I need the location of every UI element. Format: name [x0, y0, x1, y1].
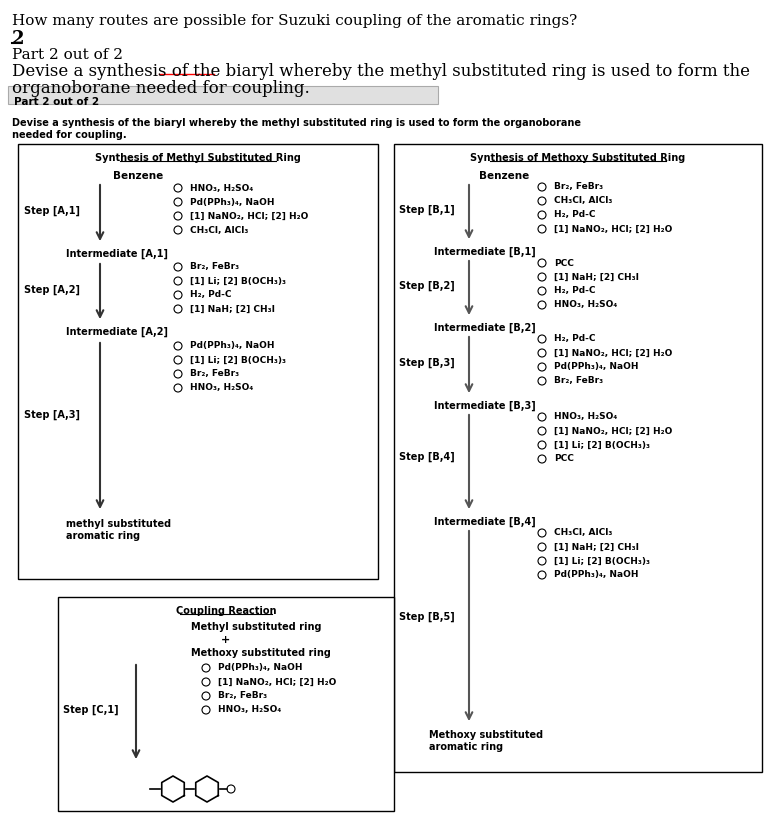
- Text: CH₃Cl, AlCl₃: CH₃Cl, AlCl₃: [554, 197, 612, 206]
- Text: Step [B,3]: Step [B,3]: [399, 357, 455, 368]
- Text: [1] NaNO₂, HCl; [2] H₂O: [1] NaNO₂, HCl; [2] H₂O: [218, 676, 336, 686]
- Text: H₂, Pd-C: H₂, Pd-C: [554, 334, 595, 343]
- Text: Intermediate [A,1]: Intermediate [A,1]: [66, 249, 168, 259]
- Text: H₂, Pd-C: H₂, Pd-C: [554, 286, 595, 295]
- Text: Step [B,4]: Step [B,4]: [399, 451, 455, 462]
- Text: Pd(PPh₃)₄, NaOH: Pd(PPh₃)₄, NaOH: [218, 663, 303, 672]
- Text: [1] NaNO₂, HCl; [2] H₂O: [1] NaNO₂, HCl; [2] H₂O: [554, 426, 672, 435]
- Text: Br₂, FeBr₃: Br₂, FeBr₃: [190, 262, 239, 271]
- Text: How many routes are possible for Suzuki coupling of the aromatic rings?: How many routes are possible for Suzuki …: [12, 14, 578, 28]
- Text: Methyl substituted ring: Methyl substituted ring: [191, 622, 322, 631]
- Text: Part 2 out of 2: Part 2 out of 2: [14, 97, 99, 106]
- Text: Intermediate [B,4]: Intermediate [B,4]: [434, 516, 536, 527]
- Text: 2: 2: [12, 30, 25, 48]
- Text: Devise a synthesis of the biaryl whereby the methyl substituted ring is used to : Devise a synthesis of the biaryl whereby…: [12, 63, 750, 80]
- Text: [1] NaH; [2] CH₃I: [1] NaH; [2] CH₃I: [554, 272, 639, 281]
- Text: Br₂, FeBr₃: Br₂, FeBr₃: [218, 690, 267, 699]
- Text: [1] NaNO₂, HCl; [2] H₂O: [1] NaNO₂, HCl; [2] H₂O: [554, 348, 672, 357]
- Text: [1] Li; [2] B(OCH₃)₃: [1] Li; [2] B(OCH₃)₃: [554, 440, 650, 449]
- Text: [1] Li; [2] B(OCH₃)₃: [1] Li; [2] B(OCH₃)₃: [554, 556, 650, 565]
- Text: CH₃Cl, AlCl₃: CH₃Cl, AlCl₃: [190, 225, 248, 234]
- Text: Part 2 out of 2: Part 2 out of 2: [12, 48, 123, 62]
- Text: HNO₃, H₂SO₄: HNO₃, H₂SO₄: [554, 412, 617, 421]
- Text: Step [B,2]: Step [B,2]: [399, 281, 455, 291]
- Text: Benzene: Benzene: [479, 171, 529, 181]
- Bar: [394, 145, 762, 772]
- Text: Step [A,3]: Step [A,3]: [24, 410, 80, 419]
- Text: PCC: PCC: [554, 454, 574, 463]
- Text: Br₂, FeBr₃: Br₂, FeBr₃: [190, 369, 239, 378]
- Text: HNO₃, H₂SO₄: HNO₃, H₂SO₄: [554, 300, 617, 309]
- Text: [1] Li; [2] B(OCH₃)₃: [1] Li; [2] B(OCH₃)₃: [190, 276, 286, 285]
- Text: Benzene: Benzene: [113, 171, 164, 181]
- Bar: [8, 87, 438, 105]
- Bar: [58, 597, 394, 811]
- Text: H₂, Pd-C: H₂, Pd-C: [554, 210, 595, 219]
- Text: Step [A,2]: Step [A,2]: [24, 284, 80, 295]
- Text: Intermediate [B,2]: Intermediate [B,2]: [434, 323, 536, 333]
- Text: methyl substituted
aromatic ring: methyl substituted aromatic ring: [66, 518, 171, 540]
- Text: +: +: [221, 634, 230, 645]
- Text: Step [A,1]: Step [A,1]: [24, 206, 80, 216]
- Text: Pd(PPh₃)₄, NaOH: Pd(PPh₃)₄, NaOH: [554, 570, 638, 579]
- Text: Br₂, FeBr₃: Br₂, FeBr₃: [554, 183, 603, 192]
- Text: Synthesis of Methyl Substituted Ring: Synthesis of Methyl Substituted Ring: [95, 153, 301, 163]
- Text: Pd(PPh₃)₄, NaOH: Pd(PPh₃)₄, NaOH: [190, 197, 274, 206]
- Text: HNO₃, H₂SO₄: HNO₃, H₂SO₄: [190, 383, 253, 392]
- Text: Methoxy substituted ring: Methoxy substituted ring: [191, 647, 331, 657]
- Text: Synthesis of Methoxy Substituted Ring: Synthesis of Methoxy Substituted Ring: [470, 153, 686, 163]
- Text: Coupling Reaction: Coupling Reaction: [176, 605, 276, 615]
- Text: HNO₃, H₂SO₄: HNO₃, H₂SO₄: [190, 183, 253, 192]
- Text: Br₂, FeBr₃: Br₂, FeBr₃: [554, 376, 603, 385]
- Text: Step [C,1]: Step [C,1]: [63, 704, 118, 714]
- Text: Pd(PPh₃)₄, NaOH: Pd(PPh₃)₄, NaOH: [190, 341, 274, 350]
- Text: [1] NaNO₂, HCl; [2] H₂O: [1] NaNO₂, HCl; [2] H₂O: [554, 224, 672, 233]
- Text: Step [B,5]: Step [B,5]: [399, 611, 455, 622]
- Text: Intermediate [A,2]: Intermediate [A,2]: [66, 327, 168, 337]
- Text: Devise a synthesis of the biaryl whereby the methyl substituted ring is used to : Devise a synthesis of the biaryl whereby…: [12, 118, 581, 139]
- Text: organoborane needed for coupling.: organoborane needed for coupling.: [12, 80, 310, 97]
- Text: H₂, Pd-C: H₂, Pd-C: [190, 290, 231, 299]
- Bar: [18, 145, 378, 579]
- Text: [1] NaNO₂, HCl; [2] H₂O: [1] NaNO₂, HCl; [2] H₂O: [190, 211, 309, 220]
- Text: Intermediate [B,1]: Intermediate [B,1]: [434, 247, 536, 257]
- Text: [1] NaH; [2] CH₃I: [1] NaH; [2] CH₃I: [554, 542, 639, 551]
- Text: Pd(PPh₃)₄, NaOH: Pd(PPh₃)₄, NaOH: [554, 362, 638, 371]
- Text: Methoxy substituted
aromatic ring: Methoxy substituted aromatic ring: [429, 729, 543, 751]
- Text: [1] NaH; [2] CH₃I: [1] NaH; [2] CH₃I: [190, 304, 275, 313]
- Text: Intermediate [B,3]: Intermediate [B,3]: [434, 400, 536, 411]
- Text: Step [B,1]: Step [B,1]: [399, 205, 455, 215]
- Text: CH₃Cl, AlCl₃: CH₃Cl, AlCl₃: [554, 528, 612, 536]
- Text: [1] Li; [2] B(OCH₃)₃: [1] Li; [2] B(OCH₃)₃: [190, 355, 286, 364]
- Text: HNO₃, H₂SO₄: HNO₃, H₂SO₄: [218, 704, 281, 713]
- Text: PCC: PCC: [554, 258, 574, 267]
